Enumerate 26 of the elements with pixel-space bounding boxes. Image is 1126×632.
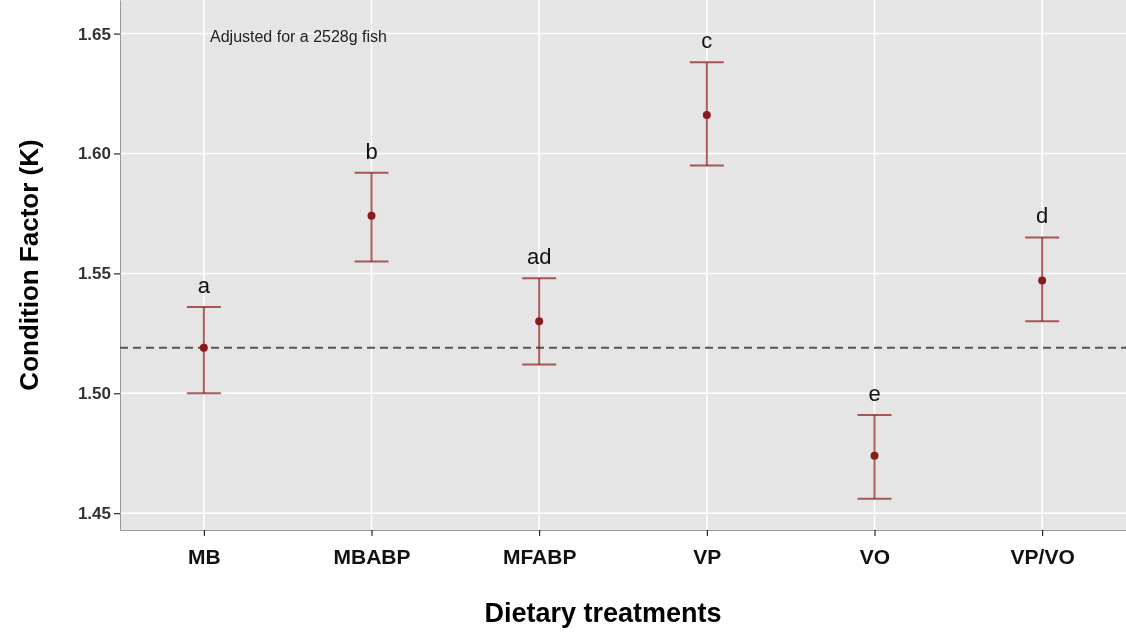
annotation: e bbox=[868, 380, 881, 406]
annotation: b bbox=[365, 138, 378, 164]
y-tick-label: 1.50 bbox=[77, 384, 111, 404]
point bbox=[367, 211, 376, 220]
point bbox=[199, 343, 208, 352]
annotation: d bbox=[1036, 203, 1049, 229]
annotation: Adjusted for a 2528g fish bbox=[210, 28, 388, 45]
x-tick-label: VP bbox=[693, 545, 722, 569]
y-tick-label: 1.45 bbox=[77, 504, 111, 524]
point bbox=[702, 111, 711, 120]
annotation: c bbox=[701, 28, 713, 54]
x-tick-label: VP/VO bbox=[1010, 545, 1075, 569]
point bbox=[535, 317, 544, 326]
y-tick-label: 1.60 bbox=[77, 144, 111, 164]
y-tick-label: 1.55 bbox=[77, 264, 111, 284]
annotation: ad bbox=[526, 244, 552, 270]
point bbox=[1038, 276, 1047, 285]
x-tick-label: MFABP bbox=[502, 545, 577, 569]
y-axis-title: Condition Factor (K) bbox=[14, 139, 44, 391]
x-tick-label: MBABP bbox=[333, 545, 411, 569]
x-tick-label: VO bbox=[859, 545, 891, 569]
y-tick-label: 1.65 bbox=[77, 24, 111, 44]
annotation: a bbox=[197, 272, 211, 298]
x-axis-title: Dietary treatments bbox=[484, 598, 722, 628]
x-tick-label: MB bbox=[188, 545, 221, 569]
point bbox=[870, 451, 879, 460]
